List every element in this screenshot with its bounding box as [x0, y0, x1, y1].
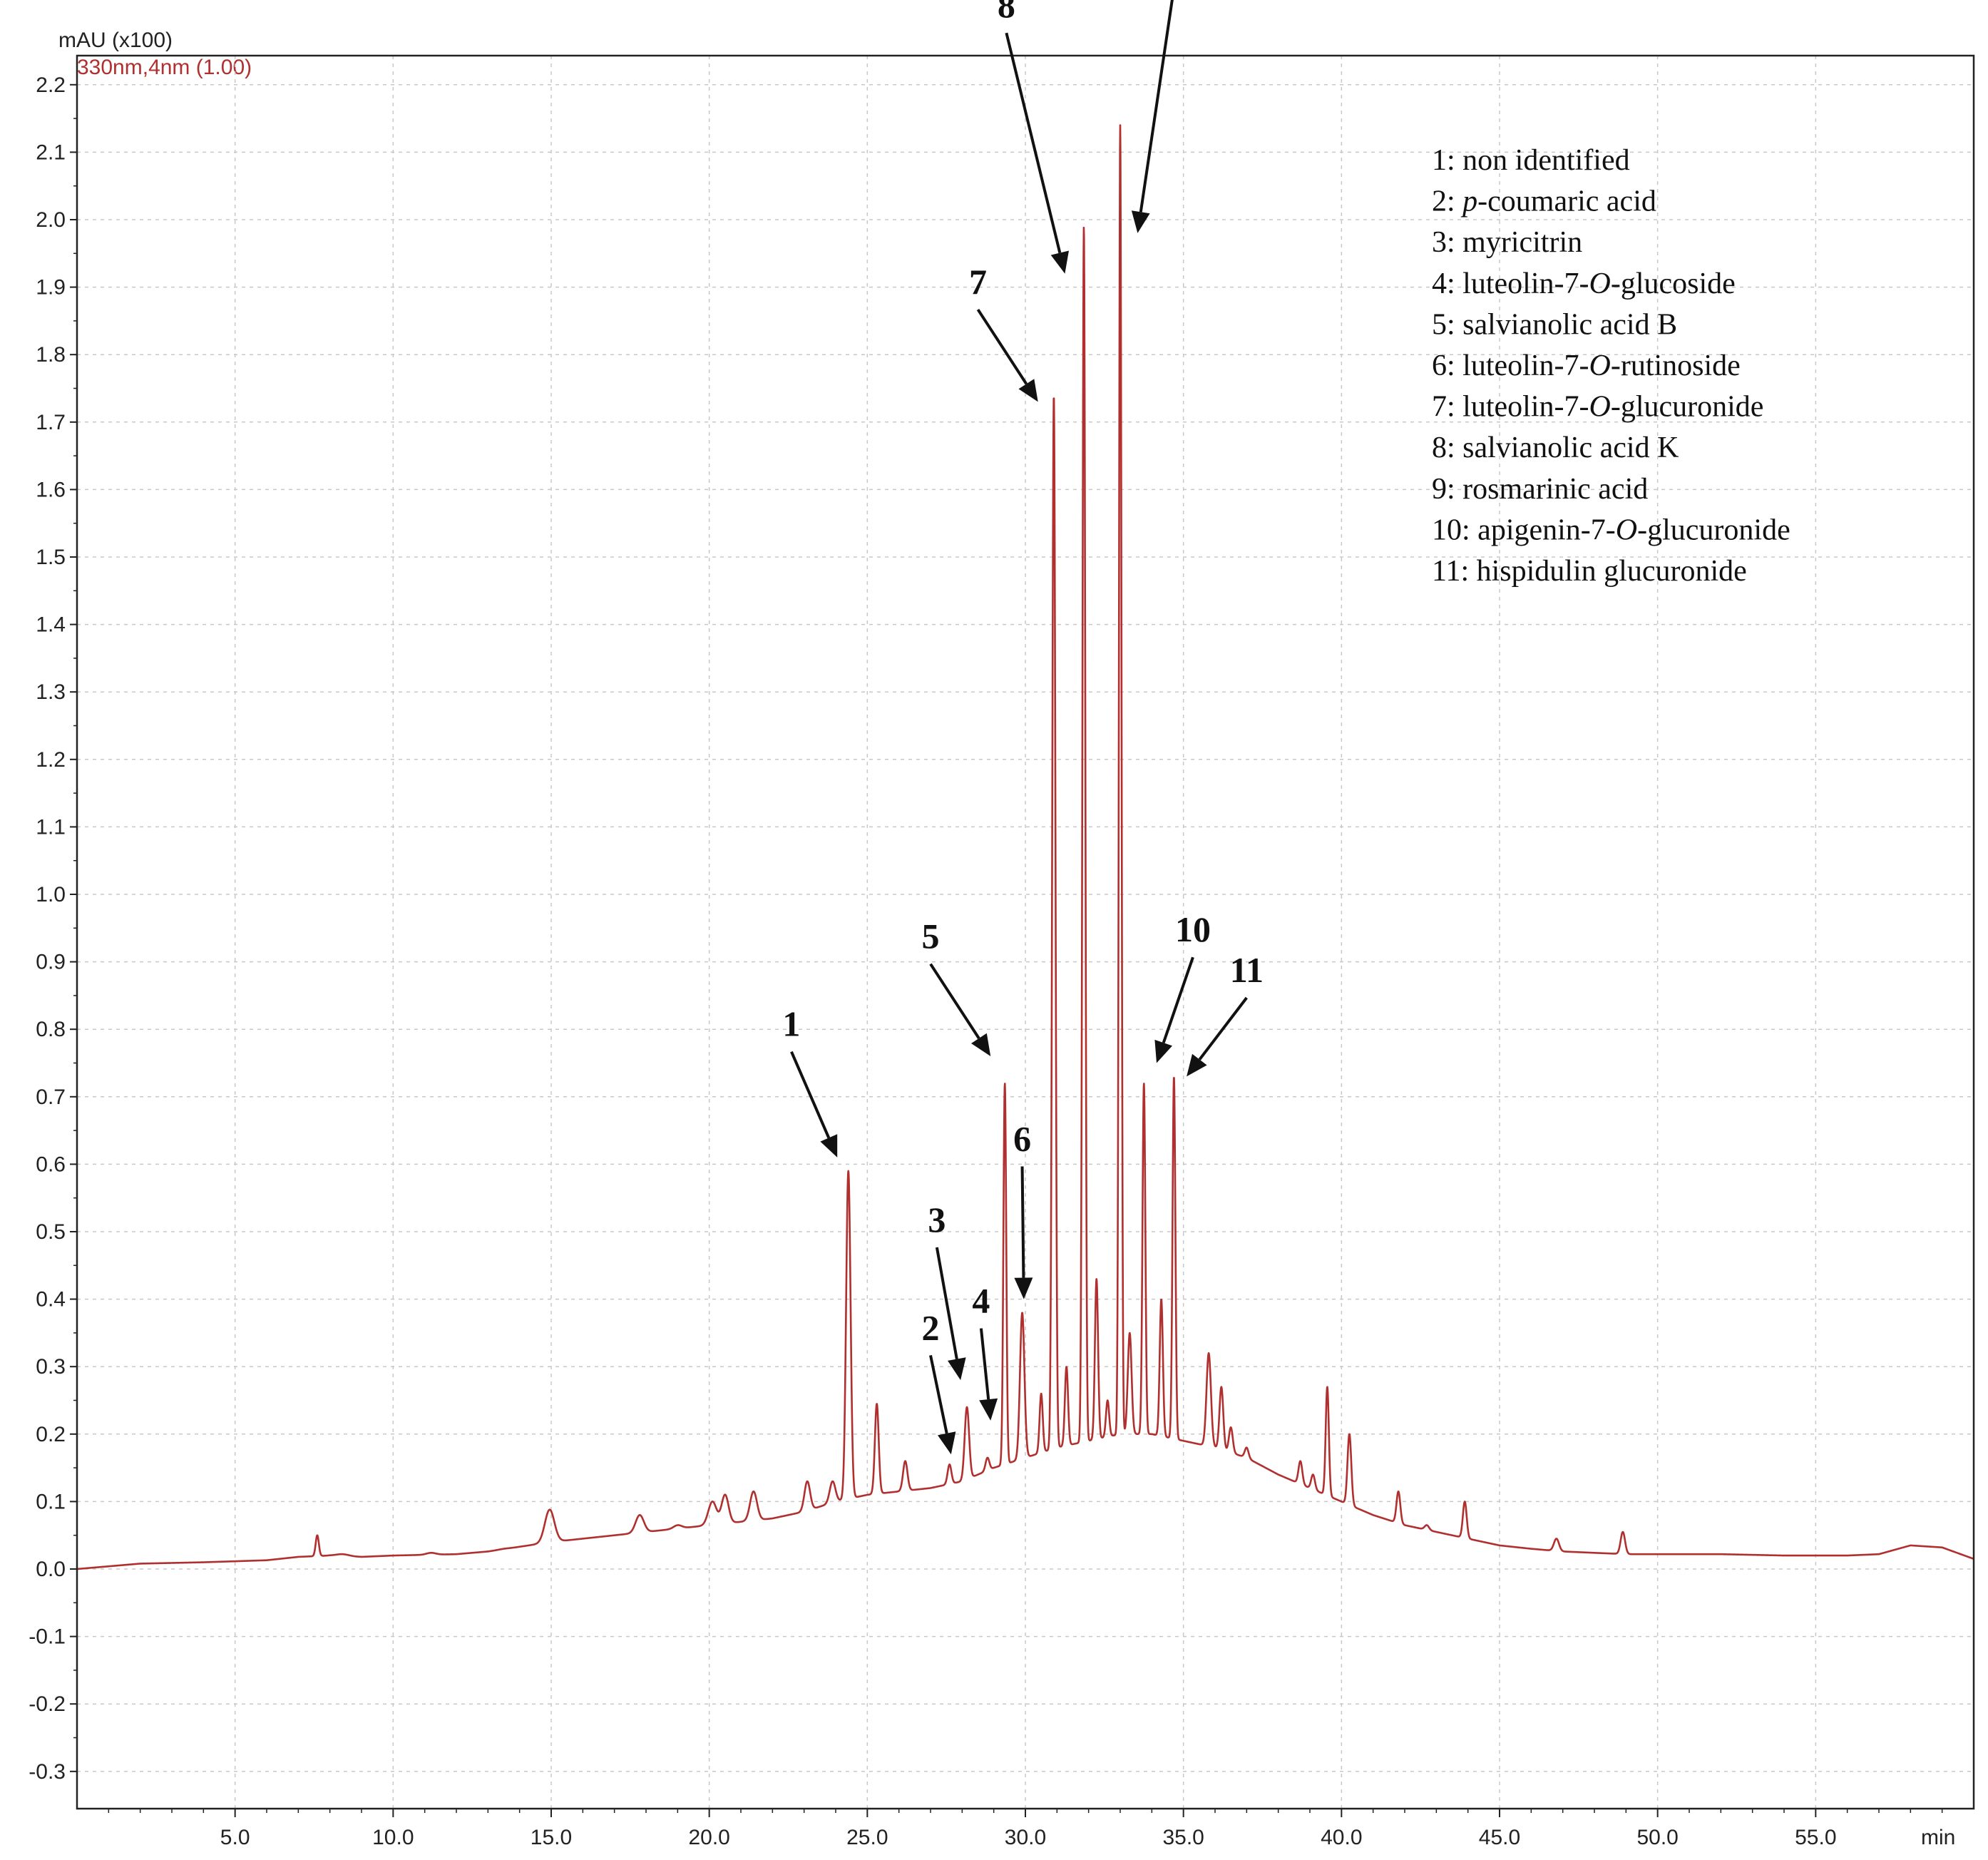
peak-arrow-1 — [790, 1051, 831, 1139]
y-tick-label: 1.2 — [36, 748, 66, 772]
peak-arrowhead-7 — [1018, 379, 1038, 402]
y-tick-label: 0.4 — [36, 1288, 66, 1312]
peak-arrowhead-10 — [1154, 1039, 1172, 1063]
y-tick-label: -0.2 — [29, 1692, 66, 1716]
y-tick-label: -0.3 — [29, 1760, 66, 1784]
peak-label-11: 11 — [1230, 950, 1264, 990]
legend-item-8: 8: salvianolic acid K — [1432, 431, 1679, 464]
y-tick-label: 1.9 — [36, 276, 66, 300]
x-tick-label: 20.0 — [688, 1826, 729, 1849]
x-tick-label: 50.0 — [1636, 1826, 1678, 1849]
peak-arrow-7 — [976, 308, 1028, 385]
peak-arrowhead-5 — [971, 1033, 991, 1056]
chromatogram-trace — [76, 124, 1974, 1570]
peak-arrow-11 — [1198, 996, 1248, 1061]
x-tick-label: 30.0 — [1005, 1826, 1046, 1849]
y-tick-label: 0.5 — [36, 1220, 66, 1244]
y-tick-label: 0.9 — [36, 951, 66, 974]
peak-arrowhead-6 — [1014, 1277, 1033, 1299]
peak-label-10: 10 — [1175, 909, 1211, 949]
axis-ticks: 2.2 2.1 2.0 1.9 1.8 1.7 1.6 1.5 1.4 1.3 1.2 1.1 1.0 0… — [29, 73, 1943, 1849]
peak-arrowhead-9 — [1131, 210, 1150, 233]
y-tick-label: 0.0 — [36, 1558, 66, 1581]
x-tick-label: 5.0 — [220, 1826, 250, 1849]
peak-label-7: 7 — [969, 262, 987, 302]
y-tick-label: 0.8 — [36, 1018, 66, 1041]
x-tick-label: 35.0 — [1162, 1826, 1204, 1849]
y-tick-label: 1.7 — [36, 411, 66, 434]
peak-arrow-6 — [1020, 1166, 1025, 1278]
grid-lines — [77, 56, 1974, 1809]
peak-label-2: 2 — [922, 1307, 940, 1347]
peak-arrowhead-11 — [1187, 1053, 1207, 1077]
peak-labels: 1234567891011 — [782, 0, 1264, 1455]
y-tick-label: 2.1 — [36, 140, 66, 164]
peak-label-4: 4 — [972, 1281, 990, 1321]
y-tick-label: 1.5 — [36, 546, 66, 569]
y-tick-label: 1.4 — [36, 613, 66, 637]
legend-item-2: 2: p-coumaric acid — [1432, 185, 1656, 218]
plot-frame — [76, 54, 1975, 1810]
legend-item-5: 5: salvianolic acid B — [1432, 308, 1677, 341]
peak-arrow-2 — [929, 1354, 948, 1434]
peak-arrowhead-3 — [948, 1357, 966, 1381]
trace-label: 330nm,4nm (1.00) — [77, 56, 252, 79]
trace-layer — [76, 124, 1974, 1570]
peak-arrowhead-4 — [979, 1398, 998, 1421]
y-tick-label: 2.2 — [36, 73, 66, 97]
y-tick-label: 1.3 — [36, 680, 66, 704]
legend-item-6: 6: luteolin-7-O-rutinoside — [1432, 349, 1741, 382]
y-tick-label: 0.6 — [36, 1153, 66, 1176]
y-tick-label: 2.0 — [36, 208, 66, 232]
x-tick-label: 55.0 — [1795, 1826, 1836, 1849]
legend-item-10: 10: apigenin-7-O-glucuronide — [1432, 513, 1790, 546]
peak-arrow-8 — [1005, 32, 1062, 254]
peak-arrow-9 — [1139, 0, 1174, 213]
y-tick-label: 1.0 — [36, 883, 66, 906]
peak-label-8: 8 — [998, 0, 1015, 25]
x-axis-title: min — [1921, 1826, 1955, 1849]
legend-item-11: 11: hispidulin glucuronide — [1432, 555, 1747, 588]
peak-label-5: 5 — [922, 916, 940, 956]
peak-label-1: 1 — [782, 1004, 800, 1044]
peak-label-6: 6 — [1013, 1118, 1031, 1158]
legend-item-1: 1: non identified — [1432, 144, 1630, 177]
x-tick-label: 25.0 — [846, 1826, 888, 1849]
y-tick-label: 1.6 — [36, 478, 66, 501]
y-tick-label: 0.3 — [36, 1355, 66, 1379]
legend-item-3: 3: myricitrin — [1432, 226, 1582, 259]
peak-arrowhead-8 — [1050, 250, 1069, 274]
y-axis-title: mAU (x100) — [58, 29, 173, 52]
legend-item-9: 9: rosmarinic acid — [1432, 473, 1648, 506]
peak-label-3: 3 — [928, 1200, 946, 1240]
peak-arrowhead-2 — [938, 1431, 956, 1455]
peak-arrow-10 — [1162, 956, 1194, 1043]
peak-arrow-3 — [935, 1247, 958, 1359]
peak-arrow-5 — [929, 963, 980, 1039]
y-tick-label: 0.1 — [36, 1490, 66, 1513]
y-tick-label: 0.7 — [36, 1085, 66, 1109]
y-tick-label: 0.2 — [36, 1423, 66, 1446]
y-tick-label: 1.1 — [36, 815, 66, 839]
y-tick-label: -0.1 — [29, 1625, 66, 1649]
x-tick-label: 15.0 — [531, 1826, 572, 1849]
x-tick-label: 45.0 — [1479, 1826, 1520, 1849]
x-tick-label: 10.0 — [372, 1826, 414, 1849]
x-tick-label: 40.0 — [1321, 1826, 1362, 1849]
legend-item-7: 7: luteolin-7-O-glucuronide — [1432, 391, 1763, 424]
peak-arrow-4 — [979, 1328, 990, 1400]
y-tick-label: 1.8 — [36, 343, 66, 367]
peak-arrowhead-1 — [820, 1134, 838, 1158]
legend-item-4: 4: luteolin-7-O-glucoside — [1432, 267, 1736, 300]
legend: 1: non identified 2: p-coumaric acid 3: my… — [1432, 144, 1790, 588]
